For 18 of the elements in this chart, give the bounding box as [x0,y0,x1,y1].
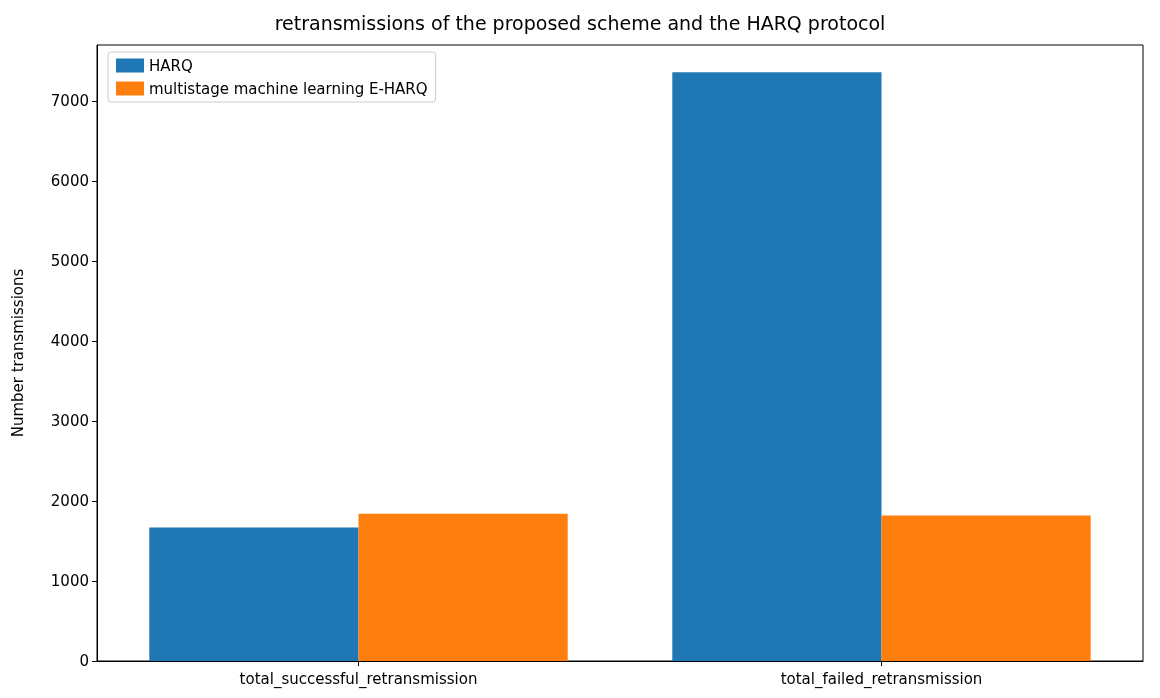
x-tick-label: total_successful_retransmission [239,669,478,689]
bar [358,513,568,661]
y-tick-label: 7000 [50,92,89,110]
y-tick-label: 6000 [50,172,89,190]
chart-title: retransmissions of the proposed scheme and the HARQ protocol [274,11,886,34]
legend-label: HARQ [149,56,193,75]
y-axis-title: Number transmissions [8,268,27,438]
legend-label: multistage machine learning E-HARQ [149,79,428,98]
y-tick-label: 4000 [50,332,89,350]
y-tick-label: 0 [79,652,89,670]
y-tick-label: 3000 [50,412,89,430]
bar [881,515,1091,661]
x-tick-label: total_failed_retransmission [780,669,983,689]
bar [149,527,359,661]
y-tick-label: 5000 [50,252,89,270]
y-tick-label: 1000 [50,572,89,590]
bar [672,72,882,661]
y-tick-label: 2000 [50,492,89,510]
